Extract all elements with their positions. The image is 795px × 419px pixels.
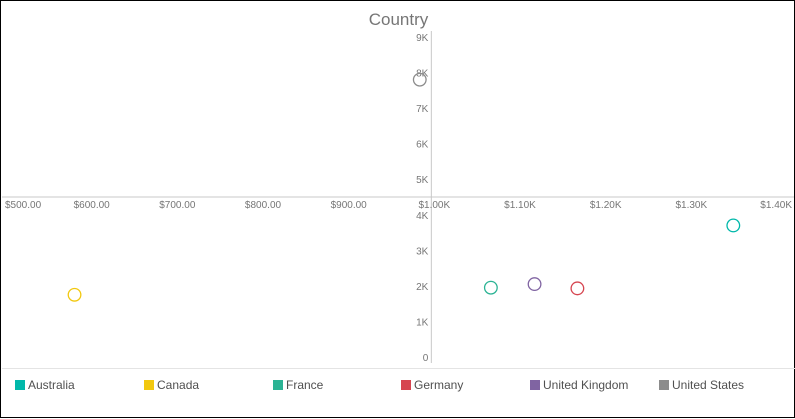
legend-swatch <box>401 380 411 390</box>
y-tick-label: 1K <box>416 317 429 328</box>
y-tick-label: 5K <box>416 175 429 186</box>
legend-item[interactable]: Australia <box>15 377 75 393</box>
legend-label: United States <box>672 378 745 392</box>
legend-item[interactable]: United States <box>659 377 744 393</box>
legend-label: United Kingdom <box>543 378 629 392</box>
data-point <box>412 72 427 87</box>
legend-item[interactable]: Germany <box>401 377 463 393</box>
x-tick-label: $1.20K <box>590 200 622 211</box>
data-point <box>67 287 82 302</box>
y-tick-label: 9K <box>416 33 429 44</box>
data-point <box>570 281 585 296</box>
legend-label: Canada <box>157 378 200 392</box>
y-tick-label: 2K <box>416 282 429 293</box>
legend-swatch <box>659 380 669 390</box>
y-tick-label: 3K <box>416 246 429 257</box>
x-tick-label: $900.00 <box>331 200 368 211</box>
legend-swatch <box>530 380 540 390</box>
legend-item[interactable]: United Kingdom <box>530 377 628 393</box>
chart-title: Country <box>368 10 429 29</box>
legend-swatch <box>273 380 283 390</box>
legend-swatch <box>144 380 154 390</box>
data-point <box>527 277 542 292</box>
legend-item[interactable]: France <box>273 377 323 393</box>
y-tick-label: 0 <box>423 353 429 364</box>
y-tick-label: 7K <box>416 104 429 115</box>
legend-item[interactable]: Canada <box>144 377 199 393</box>
x-tick-label: $500.00 <box>5 200 42 211</box>
x-tick-label: $700.00 <box>159 200 196 211</box>
x-tick-label: $800.00 <box>245 200 282 211</box>
y-tick-label: 6K <box>416 140 429 151</box>
legend-swatch <box>15 380 25 390</box>
data-point <box>483 280 498 295</box>
legend-label: Australia <box>28 378 75 392</box>
x-tick-label: $1.30K <box>675 200 707 211</box>
x-tick-label: $600.00 <box>74 200 111 211</box>
y-tick-label: 4K <box>416 211 429 222</box>
x-tick-label: $1.00K <box>418 200 450 211</box>
x-tick-label: $1.10K <box>504 200 536 211</box>
legend-divider <box>2 368 795 369</box>
x-tick-label: $1.40K <box>760 200 792 211</box>
legend: Australia Canada France Germany United Kingd… <box>1 377 795 393</box>
legend-label: France <box>286 378 324 392</box>
data-point <box>726 218 741 233</box>
legend-label: Germany <box>414 378 464 392</box>
